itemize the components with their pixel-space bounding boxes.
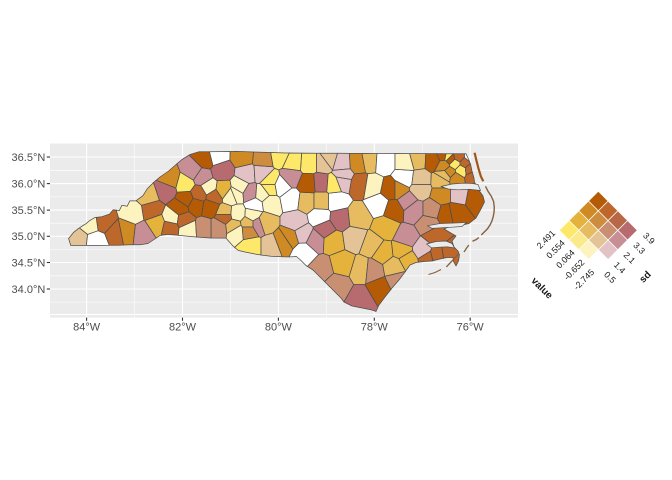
svg-text:34.5°N: 34.5°N — [12, 257, 46, 269]
svg-text:36.0°N: 36.0°N — [12, 179, 46, 191]
svg-text:80°W: 80°W — [265, 322, 293, 334]
svg-text:35.5°N: 35.5°N — [12, 205, 46, 217]
svg-text:78°W: 78°W — [361, 322, 389, 334]
svg-text:value: value — [529, 276, 555, 302]
svg-text:84°W: 84°W — [73, 322, 101, 334]
svg-text:82°W: 82°W — [169, 322, 197, 334]
svg-text:76°W: 76°W — [457, 322, 485, 334]
svg-text:34.0°N: 34.0°N — [12, 284, 46, 296]
svg-text:sd: sd — [638, 269, 654, 285]
svg-text:35.0°N: 35.0°N — [12, 231, 46, 243]
svg-text:36.5°N: 36.5°N — [12, 152, 46, 164]
svg-text:0.5: 0.5 — [602, 269, 618, 285]
svg-text:2.1: 2.1 — [622, 250, 638, 266]
